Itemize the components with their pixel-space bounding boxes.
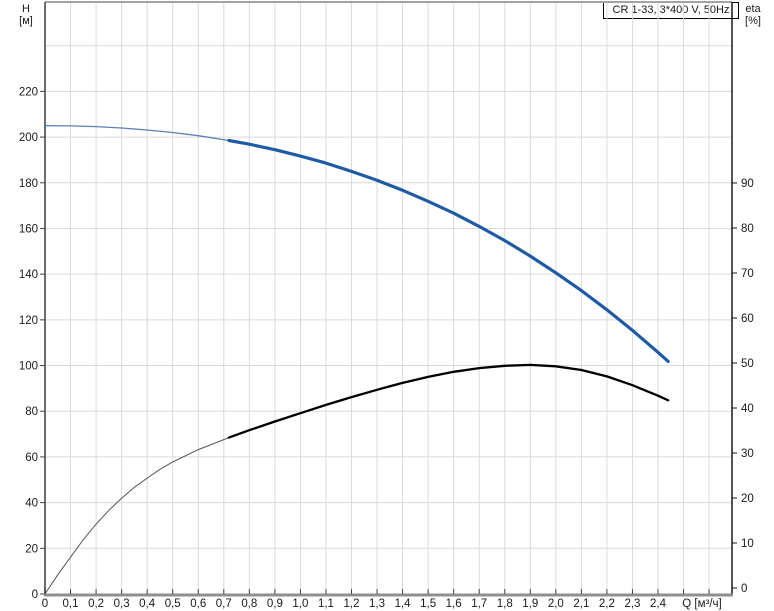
- efficiency-curve: [44, 363, 670, 595]
- chart-title-box: CR 1-33, 3*400 V, 50Hz: [603, 2, 739, 19]
- left-tick-labels: 0 20 40 60 80 100 120 140 160 180 200 220: [19, 86, 38, 601]
- left-tick-label: 180: [19, 178, 38, 190]
- x-tick-label: 2,2: [599, 598, 615, 610]
- axis-ticks: [40, 90, 737, 595]
- left-tick-label: 20: [25, 543, 38, 555]
- x-tick-label: 0,2: [88, 598, 104, 610]
- plot-border: [44, 1, 733, 597]
- right-tick-label: 0: [741, 583, 747, 595]
- right-tick-label: 90: [741, 178, 754, 190]
- left-tick-label: 220: [19, 86, 38, 98]
- right-tick-label: 80: [741, 223, 754, 235]
- left-tick-label: 80: [25, 406, 38, 418]
- right-tick-label: 50: [741, 358, 754, 370]
- x-tick-label: 1,3: [369, 598, 385, 610]
- right-axis-title: eta [%]: [740, 3, 766, 27]
- x-tick-label: 2,0: [548, 598, 564, 610]
- x-tick-label: 0,6: [190, 598, 206, 610]
- left-axis-name: H: [22, 3, 30, 15]
- x-tick-label: 2,1: [573, 598, 589, 610]
- right-tick-label: 20: [741, 493, 754, 505]
- x-tick-label: 0,4: [139, 598, 156, 610]
- x-tick-label: 1,7: [471, 598, 487, 610]
- x-tick-label: 0,5: [165, 598, 181, 610]
- x-tick-label: 2,3: [624, 598, 640, 610]
- left-tick-label: 40: [25, 498, 38, 510]
- right-tick-label: 30: [741, 448, 754, 460]
- left-tick-label: 60: [25, 452, 38, 464]
- right-tick-label: 10: [741, 538, 754, 550]
- x-tick-label: 1,5: [420, 598, 436, 610]
- left-tick-label: 120: [19, 315, 38, 327]
- left-tick-label: 160: [19, 223, 38, 235]
- horizontal-gridlines: [45, 45, 732, 549]
- x-tick-label: 0,1: [63, 598, 79, 610]
- right-tick-label: 60: [741, 313, 754, 325]
- x-tick-label: 1,1: [318, 598, 334, 610]
- x-tick-label: 0,7: [216, 598, 232, 610]
- x-tick-label: 1,9: [522, 598, 538, 610]
- x-tick-label: 1,6: [446, 598, 462, 610]
- x-tick-label: 0,3: [114, 598, 130, 610]
- right-tick-label: 40: [741, 403, 754, 415]
- x-tick-label: 0,8: [241, 598, 257, 610]
- left-axis-unit: [м]: [19, 15, 33, 27]
- x-axis-title: Q [м³/ч]: [682, 598, 721, 610]
- x-tick-label: 1,8: [497, 598, 513, 610]
- right-axis-name: eta: [745, 3, 761, 15]
- x-tick-label: 1,2: [344, 598, 360, 610]
- x-tick-label: 2,4: [650, 598, 667, 610]
- right-tick-label: 70: [741, 268, 754, 280]
- x-tick-label: 0,9: [267, 598, 283, 610]
- left-tick-label: 140: [19, 269, 38, 281]
- pump-head-curve: [44, 125, 670, 363]
- right-axis-unit: [%]: [745, 15, 761, 27]
- x-tick-labels: 0 0,1 0,2 0,3 0,4 0,5 0,6 0,7 0,8 0,9 1,0 1,1 1,2 1,3…: [42, 598, 667, 610]
- x-tick-label: 1,4: [395, 598, 412, 610]
- left-tick-label: 100: [19, 361, 38, 373]
- left-tick-label: 200: [19, 132, 38, 144]
- x-tick-label: 1,0: [292, 598, 308, 610]
- left-axis-title: H [м]: [10, 3, 42, 27]
- right-tick-labels: 0 10 20 30 40 50 60 70 80 90: [741, 178, 754, 595]
- x-axis-title-label: Q [м³/ч]: [682, 598, 721, 610]
- vertical-gridlines: [70, 2, 710, 594]
- left-tick-label: 0: [32, 589, 38, 601]
- x-tick-label: 0: [42, 598, 48, 610]
